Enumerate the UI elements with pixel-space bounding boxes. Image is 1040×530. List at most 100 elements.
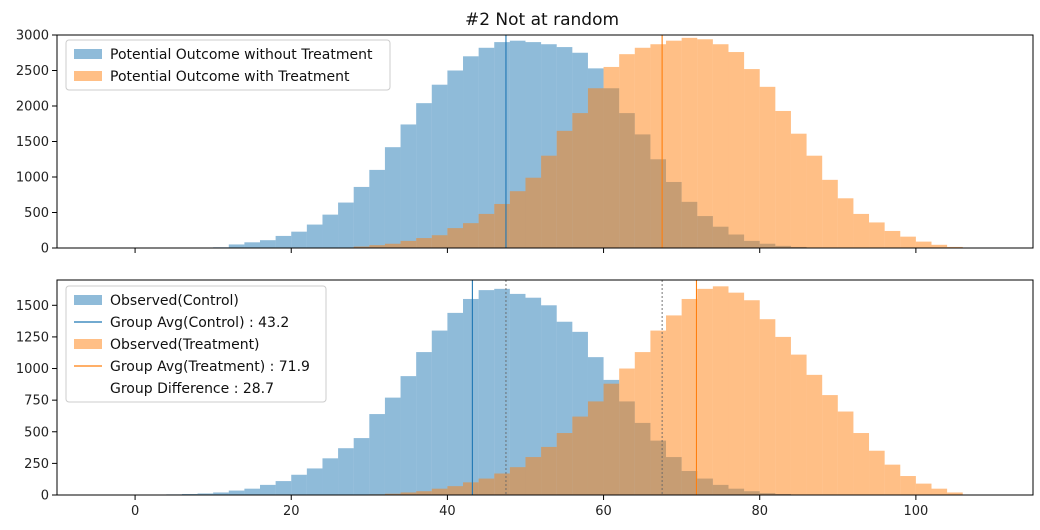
y-tick-label: 1250 (16, 330, 49, 345)
histogram-bar (509, 293, 526, 495)
histogram-bar (447, 312, 464, 495)
histogram-bar (837, 198, 854, 248)
histogram-bar (556, 130, 573, 248)
histogram-bar (416, 238, 432, 248)
histogram-bar (572, 416, 588, 495)
histogram-bar (494, 473, 510, 495)
histogram-bar (244, 242, 261, 248)
histogram-bar (416, 352, 432, 495)
y-tick-label: 1500 (16, 299, 49, 314)
histogram-bar (541, 446, 557, 495)
histogram-bar (744, 300, 760, 495)
histogram-bar (869, 450, 885, 495)
y-tick-label: 2500 (16, 64, 49, 79)
histogram-bar (369, 414, 385, 495)
y-tick-label: 750 (24, 394, 49, 409)
histogram-bar (619, 368, 635, 495)
histogram-bar (884, 230, 901, 248)
y-tick-label: 0 (41, 489, 49, 504)
x-tick-label: 20 (283, 504, 300, 519)
histogram-bar (322, 458, 339, 495)
histogram-bar (463, 56, 479, 248)
histogram-bar (619, 54, 635, 248)
histogram-bar (681, 298, 698, 495)
legend-box (65, 285, 327, 403)
legend-swatch (74, 295, 102, 305)
histogram-bar (291, 474, 307, 495)
histogram-bar (650, 44, 667, 249)
histogram-bar (353, 438, 370, 495)
histogram-bar (541, 155, 557, 248)
histogram-bar (837, 411, 854, 495)
histogram-bar (634, 47, 651, 248)
histogram-bar (915, 483, 932, 495)
legend-label: Potential Outcome with Treatment (110, 69, 350, 85)
histogram-bar (603, 66, 620, 248)
histogram-bar (525, 177, 542, 248)
legend: Potential Outcome without Treatment Poten… (65, 39, 391, 91)
top-histogram-panel: 0 500 1000 1500 2000 2500 3000 Potential Outcom… (16, 29, 1034, 257)
histogram-bar (306, 224, 323, 248)
legend-label: Group Avg(Control) : 43.2 (110, 315, 289, 331)
histogram-bar (790, 133, 807, 248)
histogram-bar (806, 155, 823, 248)
histogram-bar (416, 103, 432, 248)
histogram-bar (759, 319, 776, 495)
series-1 (369, 286, 963, 495)
x-tick-label: 40 (439, 504, 456, 519)
histogram-bar (431, 330, 448, 495)
y-tick-label: 250 (24, 457, 49, 472)
histogram-bar (666, 315, 682, 495)
histogram-bar (228, 244, 245, 248)
histogram-bar (525, 297, 542, 495)
histogram-bar (790, 354, 807, 495)
histogram-bar (400, 124, 417, 248)
legend-box (65, 39, 391, 91)
histogram-bar (400, 240, 417, 248)
y-tick-label: 2000 (16, 100, 49, 115)
legend-label: Group Difference : 28.7 (110, 381, 274, 397)
histogram-bar (478, 478, 495, 495)
histogram-bar (806, 374, 823, 495)
y-tick-label: 0 (41, 242, 49, 257)
histogram-bar (213, 492, 229, 495)
histogram-bar (884, 464, 901, 495)
histogram-bar (587, 401, 604, 495)
legend-label: Group Avg(Treatment) : 71.9 (110, 359, 310, 375)
histogram-bar (775, 336, 791, 495)
series-1 (338, 37, 963, 249)
histogram-bar (322, 214, 339, 248)
histogram-bar (478, 213, 495, 248)
x-tick-label: 80 (751, 504, 768, 519)
histogram-bar (947, 246, 963, 248)
histogram-bar (587, 88, 604, 248)
histogram-bar (431, 84, 448, 248)
histogram-bar (369, 245, 385, 248)
histogram-bar (338, 448, 354, 495)
histogram-bar (525, 457, 542, 495)
histogram-bar (384, 147, 401, 248)
histogram-bar (572, 113, 588, 248)
histogram-bar (728, 52, 745, 248)
histogram-bar (400, 376, 417, 495)
histogram-bar (494, 288, 510, 495)
histogram-bar (478, 47, 495, 248)
histogram-bar (384, 397, 401, 495)
histogram-bar (353, 246, 370, 248)
histogram-bar (228, 490, 245, 495)
histogram-bar (697, 288, 713, 495)
y-tick-label: 1000 (16, 362, 49, 377)
histogram-bar (869, 222, 885, 248)
legend-swatch (74, 339, 102, 349)
histogram-bar (556, 433, 573, 495)
histogram-bar (931, 488, 948, 495)
histogram-bar (853, 433, 870, 495)
bottom-histogram-panel: 0 250 500 750 1000 1250 1500 0 20 40 60 80 100 Observ… (16, 279, 1034, 519)
legend: Observed(Control) Group Avg(Control) : 43… (65, 285, 327, 403)
histogram-bar (744, 69, 760, 248)
histogram-bar (463, 298, 479, 495)
histogram-bar (260, 240, 276, 248)
legend-label: Potential Outcome without Treatment (110, 47, 373, 63)
histogram-bar (369, 169, 385, 248)
